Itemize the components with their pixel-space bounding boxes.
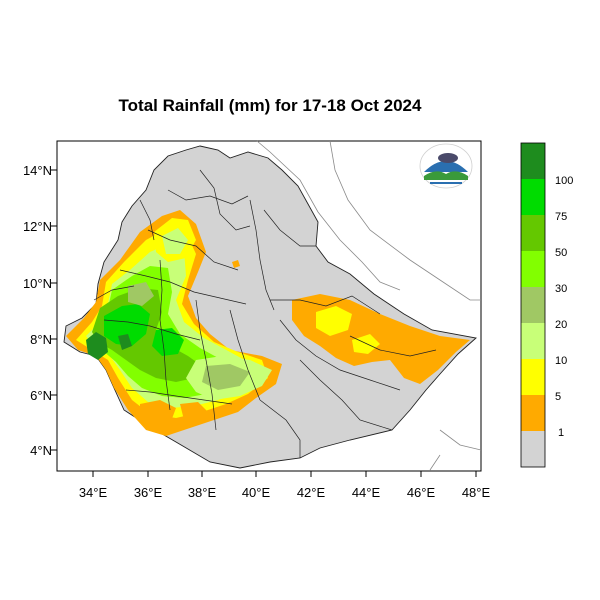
x-tick-label: 42°E (297, 485, 326, 500)
legend-swatch-20 (521, 287, 545, 323)
x-axis-labels: 34°E 36°E 38°E 40°E 42°E 44°E 46°E 48°E (79, 485, 491, 500)
legend-label: 20 (555, 319, 567, 331)
legend-swatch-0 (521, 431, 545, 467)
x-tick-label: 46°E (407, 485, 436, 500)
legend-swatch-5 (521, 359, 545, 395)
map-title: Total Rainfall (mm) for 17-18 Oct 2024 (118, 96, 422, 115)
y-tick-label: 6°N (30, 388, 52, 403)
legend-label: 5 (555, 391, 561, 403)
legend-swatch-1 (521, 395, 545, 431)
x-tick-label: 34°E (79, 485, 108, 500)
y-tick-label: 8°N (30, 332, 52, 347)
neighbor-borders (256, 140, 482, 471)
legend-label: 30 (555, 283, 567, 295)
legend-label: 100 (555, 175, 573, 187)
rainfall-legend: 100 75 50 30 20 10 5 1 (520, 142, 573, 468)
x-tick-label: 40°E (242, 485, 271, 500)
x-tick-label: 48°E (462, 485, 491, 500)
admin-boundaries (93, 169, 437, 458)
y-tick-label: 14°N (23, 163, 52, 178)
y-tick-label: 10°N (23, 276, 52, 291)
y-tick-label: 4°N (30, 443, 52, 458)
rainfall-shading (66, 210, 470, 436)
axis-ticks (51, 169, 477, 477)
y-tick-label: 12°N (23, 219, 52, 234)
legend-label: 50 (555, 247, 567, 259)
y-axis-labels: 14°N 12°N 10°N 8°N 6°N 4°N (23, 163, 52, 458)
x-tick-label: 44°E (352, 485, 381, 500)
legend-label: 10 (555, 355, 567, 367)
legend-swatch-10 (521, 323, 545, 359)
legend-swatch-75 (521, 179, 545, 215)
legend-label: 1 (558, 427, 564, 439)
ethiopian-meteorology-institute-logo (419, 143, 473, 189)
legend-swatch-50 (521, 215, 545, 251)
x-tick-label: 36°E (134, 485, 163, 500)
legend-swatch-30 (521, 251, 545, 287)
legend-label: 75 (555, 211, 567, 223)
legend-swatch-100 (521, 143, 545, 179)
x-tick-label: 38°E (188, 485, 217, 500)
